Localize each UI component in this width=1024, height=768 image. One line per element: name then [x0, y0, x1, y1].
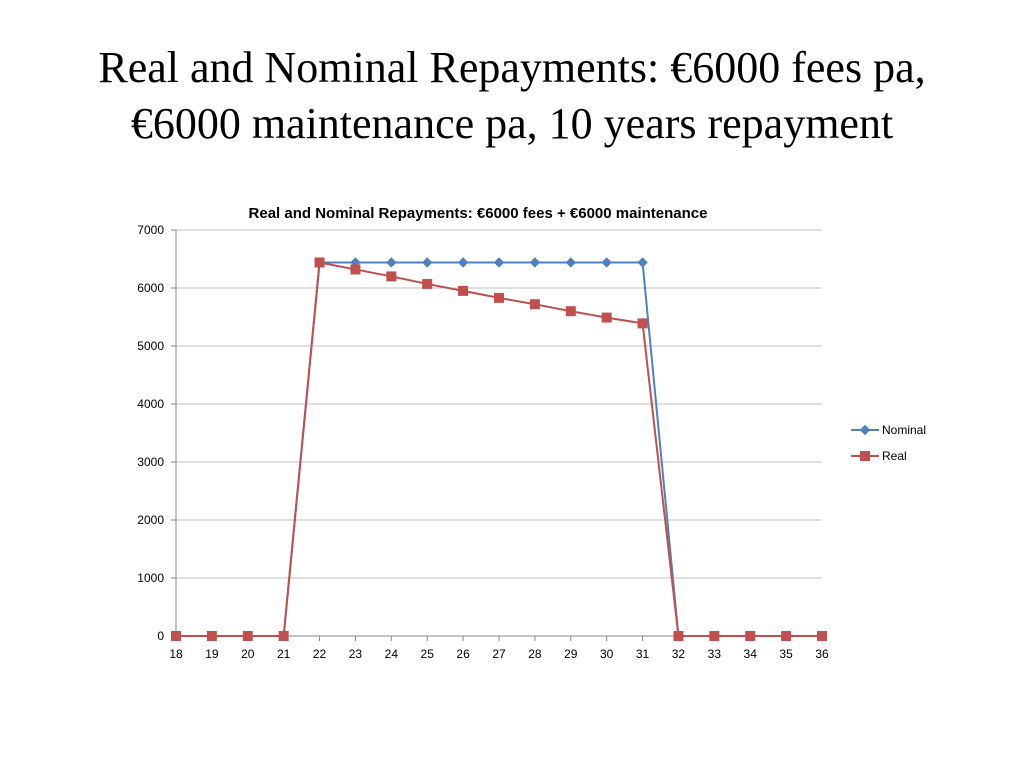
data-point-real — [278, 631, 289, 641]
y-tick-label: 7000 — [137, 223, 164, 237]
x-tick-label: 33 — [708, 647, 722, 661]
data-point-real — [565, 306, 576, 317]
series-line-nominal — [176, 261, 822, 637]
data-point-real — [350, 264, 361, 275]
data-point-real — [494, 292, 504, 303]
gridlines — [176, 229, 822, 579]
x-tick-label: 32 — [672, 647, 686, 661]
data-point-nominal — [422, 257, 433, 268]
data-point-real — [709, 631, 720, 641]
x-tick-label: 25 — [421, 647, 435, 661]
x-tick-label: 26 — [456, 647, 470, 661]
series-nominal — [170, 257, 828, 642]
x-tick-label: 24 — [385, 647, 399, 661]
data-point-nominal — [637, 257, 648, 268]
x-tick-label: 34 — [744, 647, 758, 661]
legend-item-real: Real — [851, 449, 907, 463]
legend-marker-nominal — [859, 424, 871, 436]
data-point-real — [601, 312, 612, 323]
series-line-real — [176, 261, 822, 637]
series-real — [171, 257, 827, 641]
data-point-real — [314, 257, 325, 268]
data-point-real — [673, 631, 684, 641]
legend-label-nominal: Nominal — [882, 423, 926, 437]
data-point-real — [458, 285, 469, 296]
data-point-nominal — [493, 257, 505, 268]
x-tick-label: 36 — [815, 647, 829, 661]
y-tick-label: 1000 — [137, 571, 164, 585]
y-tick-label: 3000 — [137, 455, 164, 469]
data-point-nominal — [565, 257, 576, 268]
y-tick-label: 0 — [157, 629, 164, 643]
x-tick-label: 22 — [313, 647, 327, 661]
data-point-nominal — [457, 257, 469, 268]
data-point-nominal — [601, 257, 612, 268]
legend: Nominal Real — [851, 423, 926, 463]
y-tick-label: 4000 — [137, 397, 164, 411]
y-tick-label: 6000 — [137, 281, 164, 295]
data-point-real — [817, 631, 827, 641]
slide-title-line-2: €6000 maintenance pa, 10 years repayment — [130, 99, 894, 148]
data-point-real — [422, 278, 433, 289]
data-point-real — [171, 631, 181, 641]
x-tick-label: 18 — [169, 647, 183, 661]
x-tick-label: 29 — [564, 647, 578, 661]
legend-item-nominal: Nominal — [851, 423, 926, 437]
x-tick-label: 35 — [779, 647, 793, 661]
y-tick-label: 5000 — [137, 339, 164, 353]
data-point-nominal — [386, 257, 397, 268]
data-point-real — [386, 271, 397, 282]
y-tick-label: 2000 — [137, 513, 164, 527]
legend-marker-real — [860, 451, 870, 461]
x-tick-label: 19 — [205, 647, 219, 661]
chart-title: Real and Nominal Repayments: €6000 fees … — [249, 205, 708, 222]
data-point-real — [745, 631, 756, 641]
series-group — [170, 257, 828, 642]
x-tick-label: 28 — [528, 647, 542, 661]
slide-title-line-1: Real and Nominal Repayments: €6000 fees … — [98, 43, 926, 92]
data-point-real — [781, 631, 792, 641]
x-tick-label: 30 — [600, 647, 614, 661]
x-tick-label: 20 — [241, 647, 255, 661]
data-point-real — [529, 299, 540, 310]
x-tick-label: 31 — [636, 647, 650, 661]
x-tick-label: 21 — [277, 647, 291, 661]
legend-label-real: Real — [882, 449, 907, 463]
slide-title: Real and Nominal Repayments: €6000 fees … — [40, 40, 984, 152]
data-point-real — [206, 631, 217, 641]
data-point-real — [242, 631, 253, 641]
data-point-real — [637, 318, 648, 329]
x-tick-label: 23 — [349, 647, 363, 661]
x-tick-label: 27 — [492, 647, 506, 661]
data-point-nominal — [529, 257, 541, 268]
axes: 0 1000 2000 3000 4000 5000 6000 7000 18 19 20 21 22 2… — [137, 223, 829, 661]
